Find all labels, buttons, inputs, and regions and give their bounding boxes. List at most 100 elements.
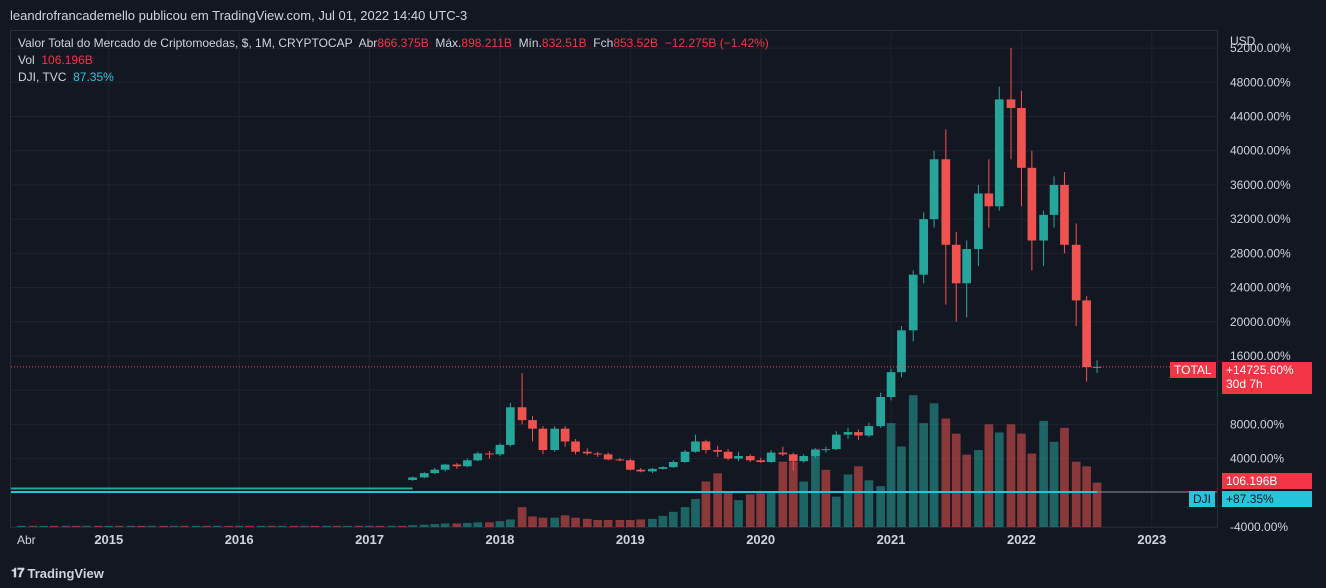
volume-bar: [821, 469, 831, 527]
candle-body: [658, 467, 668, 469]
x-start-label: Abr: [17, 533, 36, 547]
candle-body: [974, 193, 983, 250]
legend-change-value: −12.275B (−1.42%): [664, 36, 769, 50]
dji-tag-label: DJI: [1189, 491, 1215, 507]
legend-symbol-line: Valor Total do Mercado de Criptomoedas, …: [18, 36, 769, 50]
candle-body: [1092, 366, 1102, 368]
candle-body: [603, 454, 613, 460]
candle-body: [864, 426, 874, 436]
volume-bar: [212, 525, 222, 527]
volume-bar: [159, 525, 168, 527]
volume-bar: [897, 446, 906, 527]
volume-bar: [310, 525, 320, 527]
volume-bar: [267, 525, 277, 527]
volume-bar: [951, 433, 961, 527]
volume-bar: [517, 507, 527, 527]
volume-bar: [1039, 420, 1048, 527]
volume-bar: [61, 525, 71, 527]
volume-bar: [49, 525, 59, 527]
tradingview-logo[interactable]: 𝟏𝟕 TradingView: [11, 565, 104, 581]
candle-body: [517, 407, 527, 421]
volume-bar: [397, 525, 407, 527]
candle-body: [625, 460, 635, 470]
candle-body: [419, 473, 429, 478]
volume-bar: [648, 518, 657, 527]
volume-bar: [245, 525, 254, 527]
candle-body: [648, 468, 657, 472]
candle-body: [929, 159, 939, 220]
volume-bar: [615, 520, 625, 527]
y-tick-label: 8000.00%: [1230, 417, 1284, 431]
candle-body: [615, 459, 625, 461]
candle-body: [756, 460, 766, 463]
volume-bar: [778, 461, 788, 527]
vol-tag: 106.196B: [1222, 473, 1312, 489]
candle-body: [962, 249, 972, 284]
volume-bar: [723, 492, 733, 527]
volume-bar: [680, 507, 690, 527]
volume-bar: [408, 525, 417, 527]
candle-body: [778, 452, 788, 455]
volume-bar: [485, 522, 494, 527]
volume-bar: [625, 520, 635, 527]
volume-bar: [104, 525, 114, 527]
volume-bar: [886, 423, 896, 527]
volume-bar: [354, 525, 364, 527]
volume-bar: [766, 493, 776, 527]
legend-vol-value: 106.196B: [41, 53, 93, 67]
volume-bar: [984, 424, 994, 527]
volume-bar: [941, 418, 951, 527]
tradingview-logo-icon: 𝟏𝟕: [11, 565, 25, 580]
volume-bar: [1017, 433, 1026, 527]
candle-body: [636, 469, 646, 472]
candle-body: [994, 99, 1004, 207]
candle-body: [440, 464, 450, 470]
volume-bar: [17, 525, 26, 527]
legend-dji-value: 87.35%: [73, 70, 114, 84]
volume-bar: [919, 423, 928, 527]
candle-body: [788, 454, 798, 462]
volume-bar: [1060, 427, 1069, 527]
x-tick-label: 2016: [225, 532, 254, 547]
candle-body: [701, 441, 711, 451]
candle-body: [984, 193, 994, 207]
volume-bar: [745, 494, 755, 527]
candle-body: [691, 441, 700, 452]
candle-body: [876, 397, 885, 427]
volume-bar: [929, 403, 939, 527]
legend-close-label: Fch: [593, 36, 614, 50]
x-tick-label: 2015: [94, 532, 123, 547]
volume-bar: [658, 515, 668, 527]
legend-close-value: 853.52B: [613, 36, 659, 50]
candle-body: [495, 444, 505, 455]
volume-bar: [1082, 466, 1091, 527]
candle-body: [811, 450, 820, 457]
candle-body: [1049, 184, 1059, 215]
y-tick-label: 44000.00%: [1230, 110, 1291, 124]
x-tick-label: 2020: [746, 532, 775, 547]
volume-bar: [126, 525, 136, 527]
volume-bar: [538, 517, 548, 527]
total-tag-label: TOTAL: [1170, 362, 1216, 378]
y-tick-label: 4000.00%: [1230, 452, 1284, 466]
volume-bar: [82, 525, 91, 527]
volume-bar: [994, 432, 1004, 527]
candle-body: [1039, 214, 1048, 241]
candle-body: [560, 428, 570, 442]
chart-svg[interactable]: -4000.00%4000.00%8000.00%12000.00%16000.…: [0, 0, 1326, 556]
volume-bar: [387, 525, 397, 527]
volume-bar: [550, 517, 560, 527]
volume-bar: [365, 525, 374, 527]
footer: [0, 556, 1326, 588]
volume-bar: [430, 524, 440, 527]
volume-bar: [701, 481, 711, 527]
publisher-text: leandrofrancademello publicou em Trading…: [10, 8, 468, 23]
volume-bar: [202, 525, 211, 527]
volume-bar: [169, 525, 179, 527]
candle-body: [582, 451, 592, 454]
x-tick-label: 2022: [1007, 532, 1036, 547]
candle-body: [571, 441, 580, 452]
y-tick-label: -4000.00%: [1230, 520, 1288, 534]
volume-bar: [419, 524, 429, 527]
y-axis-currency-label: USD: [1230, 34, 1256, 48]
